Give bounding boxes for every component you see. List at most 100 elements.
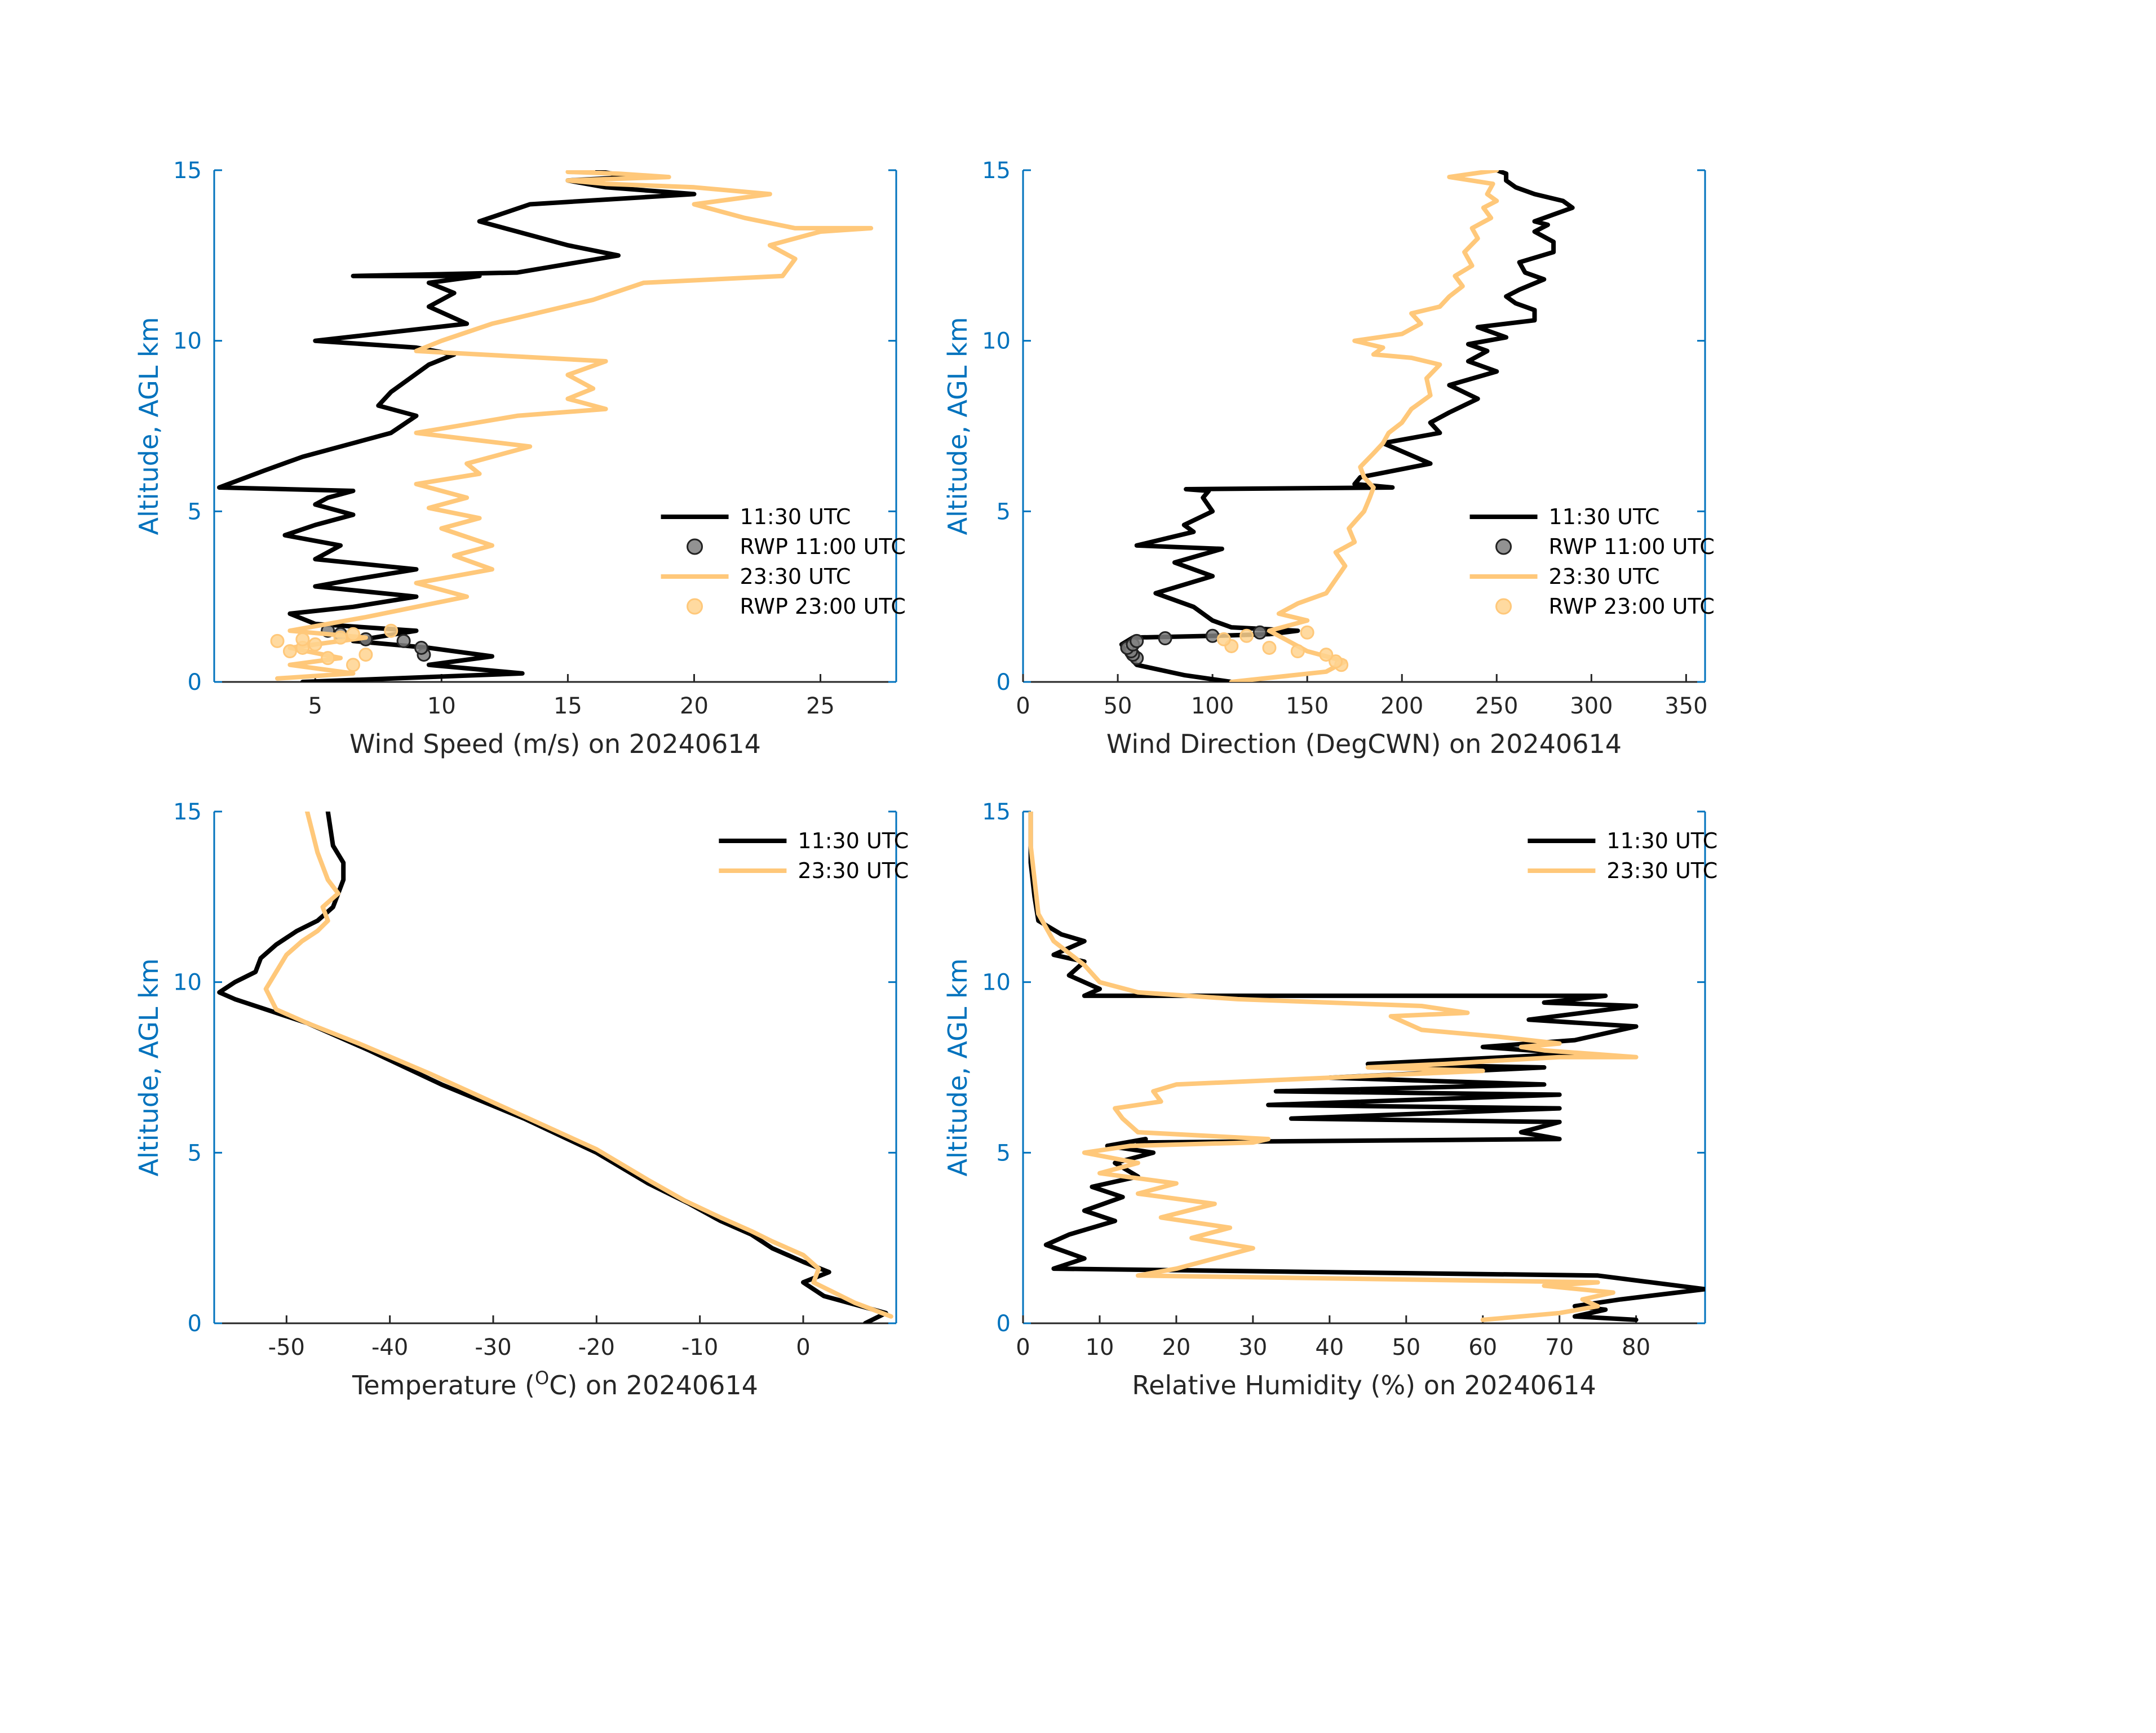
legend-entry: 11:30 UTC: [1606, 828, 1717, 853]
x-axis-label-superscript: O: [535, 1367, 549, 1389]
legend-entry: 11:30 UTC: [798, 828, 909, 853]
x-tick-label: 0: [1016, 693, 1030, 719]
y-tick-label: 10: [982, 970, 1011, 996]
data-point-rwp-23-00-utc: [282, 644, 297, 659]
series-line-23-30-utc: [275, 170, 874, 681]
y-tick-label: 15: [173, 158, 202, 184]
plot-area: [217, 812, 893, 1323]
x-axis-label-part: Temperature (: [352, 1370, 535, 1400]
legend-entry: RWP 23:00 UTC: [1549, 594, 1715, 619]
y-tick-label: 15: [982, 158, 1011, 184]
legend-entry: 11:30 UTC: [740, 504, 851, 529]
data-point-rwp-23-00-utc: [1216, 632, 1231, 646]
y-tick-label: 5: [997, 1140, 1011, 1166]
plot-area: [1119, 170, 1575, 682]
panel-wind-speed: 0 5 10 15 5 10 15 20 25 Altitude, AGL km Wind Spee…: [134, 158, 906, 759]
legend-entry: RWP 23:00 UTC: [740, 594, 906, 619]
y-axis-label: Altitude, AGL km: [134, 958, 164, 1176]
legend-entry: 11:30 UTC: [1549, 504, 1660, 529]
y-tick-label: 0: [188, 670, 202, 695]
legend-entry: 23:30 UTC: [798, 858, 909, 883]
y-tick-label: 5: [188, 499, 202, 525]
data-point-rwp-23-00-utc: [346, 658, 360, 672]
data-point-rwp-23-00-utc: [270, 633, 285, 648]
x-tick-label: 50: [1392, 1335, 1420, 1360]
x-tick-label: 20: [1162, 1335, 1190, 1360]
series-line-11-30-utc: [1028, 812, 1705, 1322]
y-tick-label: 15: [982, 799, 1011, 825]
series-line-23-30-utc: [263, 812, 893, 1319]
x-tick-label: 100: [1191, 693, 1234, 719]
x-tick-label: 60: [1468, 1335, 1497, 1360]
legend-entry: 23:30 UTC: [1549, 564, 1660, 589]
x-axis-label: Wind Direction (DegCWN) on 20240614: [1106, 729, 1622, 759]
series-line-23-30-utc: [1229, 170, 1499, 682]
data-point-rwp-23-00-utc: [295, 632, 310, 646]
y-tick-label: 0: [997, 1311, 1011, 1337]
x-tick-label: -50: [268, 1335, 305, 1360]
data-point-rwp-23-00-utc: [1329, 654, 1343, 669]
data-point-rwp-11-00-utc: [1252, 625, 1267, 640]
legend-entry: 23:30 UTC: [1606, 858, 1717, 883]
y-axis-label: Altitude, AGL km: [942, 317, 973, 535]
legend-entry: 23:30 UTC: [740, 564, 851, 589]
x-axis-label: Relative Humidity (%) on 20240614: [1132, 1370, 1596, 1400]
x-tick-label: 80: [1622, 1335, 1650, 1360]
x-tick-label: 0: [796, 1335, 810, 1360]
x-tick-label: 10: [1086, 1335, 1114, 1360]
x-tick-label: 20: [680, 693, 709, 719]
x-tick-label: 40: [1315, 1335, 1344, 1360]
x-tick-label: 10: [427, 693, 456, 719]
x-tick-label: 300: [1570, 693, 1613, 719]
x-tick-label: -10: [681, 1335, 718, 1360]
y-tick-label: 0: [997, 670, 1011, 695]
series-line-23-30-utc: [1028, 812, 1639, 1322]
x-tick-label: 25: [806, 693, 835, 719]
legend: 11:30 UTC 23:30 UTC: [1528, 828, 1717, 883]
x-tick-label: -40: [371, 1335, 408, 1360]
x-tick-label: 150: [1286, 693, 1329, 719]
data-point-rwp-23-00-utc: [308, 637, 322, 651]
data-point-rwp-23-00-utc: [1262, 640, 1277, 655]
series-line-11-30-utc: [1119, 170, 1575, 682]
panel-relative-humidity: 0 5 10 15 0 10 20 30 40 50 60 70 80 Altitude, AGL km R…: [942, 799, 1717, 1400]
legend-swatch-marker: [687, 598, 703, 615]
y-tick-label: 10: [982, 329, 1011, 354]
data-point-rwp-11-00-utc: [414, 640, 428, 655]
x-tick-label: 200: [1380, 693, 1423, 719]
data-point-rwp-23-00-utc: [1290, 644, 1305, 659]
x-tick-label: 70: [1545, 1335, 1574, 1360]
plot-area: [1028, 812, 1705, 1322]
panel-temperature: 0 5 10 15 -50 -40 -30 -20 -10 0 Altitude, AGL km Te…: [134, 799, 909, 1400]
data-point-rwp-11-00-utc: [1158, 631, 1172, 646]
series-line-11-30-utc: [217, 170, 697, 682]
x-tick-label: 5: [308, 693, 322, 719]
x-tick-label: 350: [1664, 693, 1707, 719]
x-tick-label: 15: [554, 693, 582, 719]
x-tick-label: -20: [578, 1335, 615, 1360]
y-tick-label: 5: [997, 499, 1011, 525]
data-point-rwp-11-00-utc: [1205, 628, 1220, 643]
x-axis-label: Wind Speed (m/s) on 20240614: [349, 729, 761, 759]
y-tick-label: 10: [173, 970, 202, 996]
data-point-rwp-11-00-utc: [396, 633, 411, 648]
x-axis-label-part: C) on 20240614: [549, 1370, 758, 1400]
data-point-rwp-23-00-utc: [1300, 625, 1314, 640]
data-point-rwp-23-00-utc: [384, 623, 399, 638]
x-axis-label: Temperature (OC) on 20240614: [352, 1367, 758, 1400]
y-axis-label: Altitude, AGL km: [942, 958, 973, 1176]
x-tick-label: 250: [1475, 693, 1518, 719]
plot-area: [217, 170, 874, 682]
y-tick-label: 5: [188, 1140, 202, 1166]
x-tick-label: 30: [1238, 1335, 1267, 1360]
x-tick-label: -30: [475, 1335, 511, 1360]
x-tick-label: 0: [1016, 1335, 1030, 1360]
legend-swatch-marker: [1495, 538, 1512, 555]
data-point-rwp-11-00-utc: [1130, 633, 1144, 648]
legend-swatch-marker: [1495, 598, 1512, 615]
data-point-rwp-23-00-utc: [1239, 628, 1254, 643]
data-point-rwp-23-00-utc: [333, 630, 348, 645]
